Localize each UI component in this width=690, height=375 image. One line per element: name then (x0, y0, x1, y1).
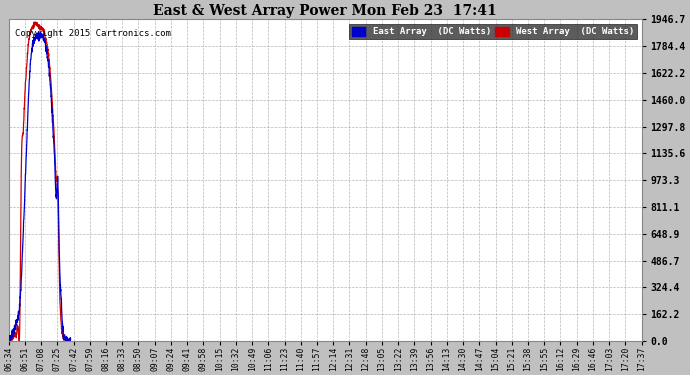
Title: East & West Array Power Mon Feb 23  17:41: East & West Array Power Mon Feb 23 17:41 (153, 4, 497, 18)
Text: Copyright 2015 Cartronics.com: Copyright 2015 Cartronics.com (15, 29, 171, 38)
Legend: East Array  (DC Watts), West Array  (DC Watts): East Array (DC Watts), West Array (DC Wa… (349, 24, 637, 39)
